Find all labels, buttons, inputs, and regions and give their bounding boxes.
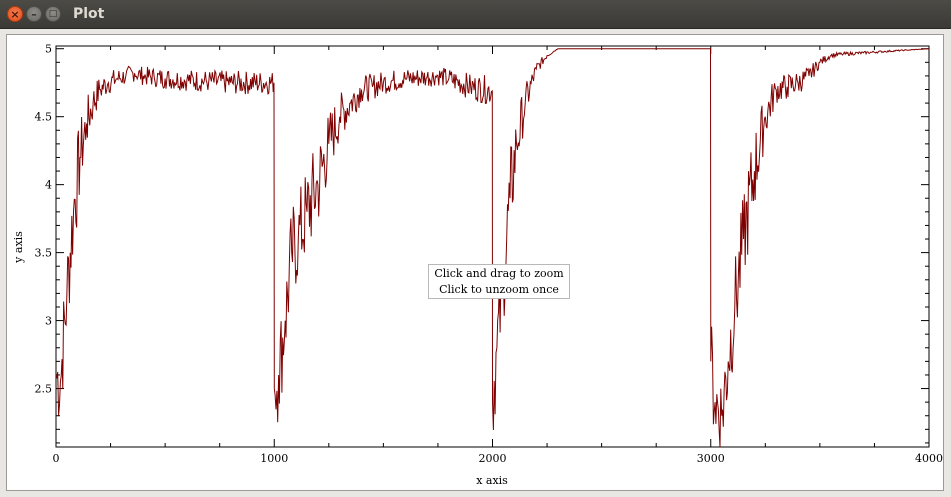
minimize-window-button[interactable]: – [26, 6, 42, 22]
y-tick-label: 3 [45, 315, 52, 328]
x-tick-label: 2000 [479, 452, 507, 465]
maximize-icon: □ [48, 8, 58, 19]
y-tick-label: 3.5 [35, 247, 53, 260]
close-icon: × [10, 7, 20, 21]
zoom-instructions: Click and drag to zoom Click to unzoom o… [428, 264, 570, 299]
y-tick-label: 4.5 [35, 111, 53, 124]
plot-canvas[interactable]: 0 1000 2000 3000 4000 2.5 3 3.5 4 4.5 5 x axis y a… [6, 34, 944, 491]
x-tick-label: 4000 [915, 452, 943, 465]
minimize-icon: – [31, 7, 37, 21]
zoom-instruction-line-2: Click to unzoom once [439, 283, 559, 296]
x-tick-label: 3000 [697, 452, 725, 465]
data-line [55, 48, 930, 448]
title-bar: × – □ Plot [0, 0, 951, 29]
maximize-window-button[interactable]: □ [45, 6, 61, 22]
line-chart[interactable]: 0 1000 2000 3000 4000 2.5 3 3.5 4 4.5 5 x axis y a… [7, 35, 945, 492]
x-tick-label: 0 [53, 452, 60, 465]
y-axis-label: y axis [12, 231, 25, 264]
y-tick-label: 5 [45, 43, 52, 56]
y-tick-label: 4 [45, 179, 52, 192]
close-window-button[interactable]: × [7, 6, 23, 22]
y-tick-label: 2.5 [35, 383, 53, 396]
window-title: Plot [73, 6, 105, 22]
zoom-instruction-line-1: Click and drag to zoom [434, 267, 564, 280]
axis-ticks: 0 1000 2000 3000 4000 2.5 3 3.5 4 4.5 5 [35, 43, 944, 465]
x-axis-label: x axis [476, 474, 508, 487]
x-tick-label: 1000 [260, 452, 288, 465]
